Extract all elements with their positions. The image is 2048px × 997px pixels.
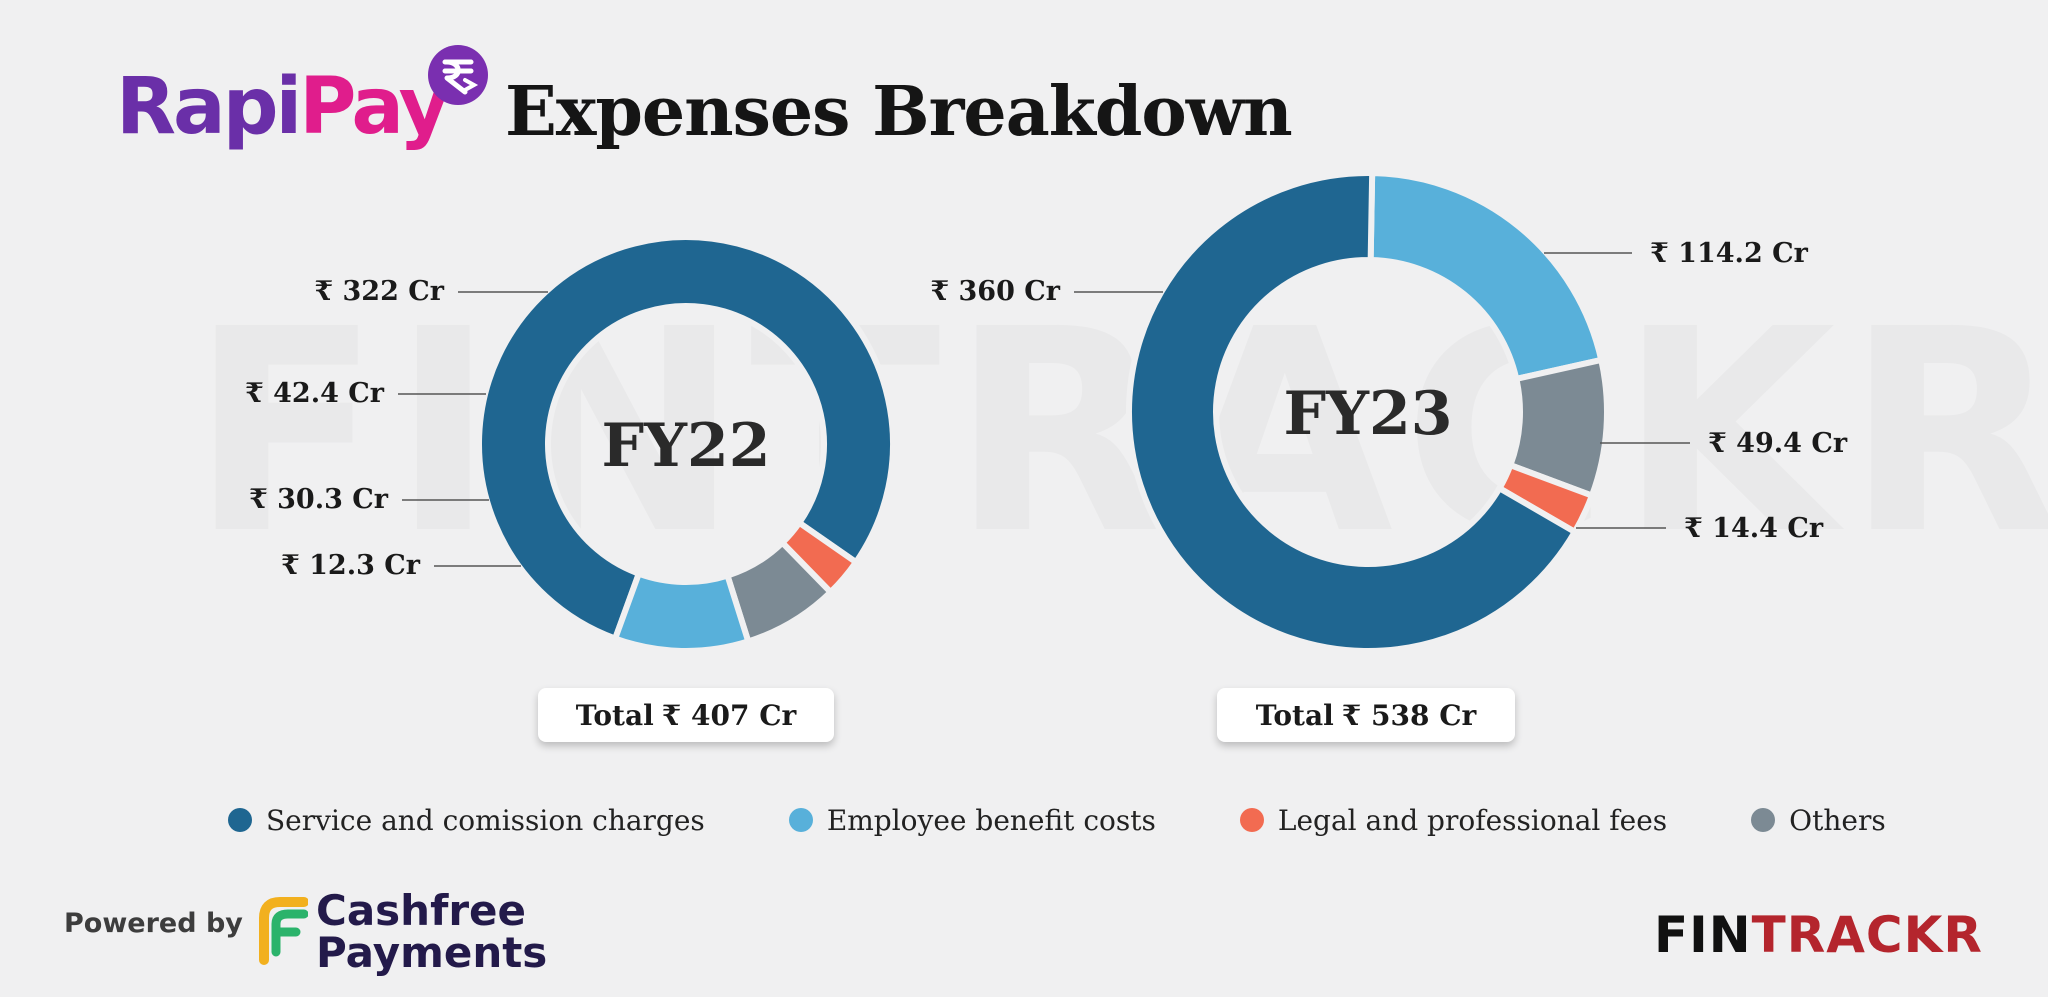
fy23-total-prefix: Total [1255,698,1334,732]
brand-pay: Pay [299,62,449,152]
legend-label-others: Others [1789,803,1886,837]
legend-dot-legal [1239,808,1264,832]
cashfree-line2: Payments [316,928,548,977]
fintrackr-logo: FINTRACKR [1654,906,1983,964]
fintrackr-part2: TRACKR [1751,906,1983,964]
legend-dot-service [228,808,252,832]
fy22-slice-service [476,234,896,643]
fy23-value-label-legal: ₹ 14.4 Cr [1684,513,1824,544]
fy23-total-value: ₹ 538 Cr [1341,698,1477,732]
fy22-center-label: FY22 [602,411,771,481]
rapipay-logo: RapiPay [116,62,449,152]
legend-item-employee: Employee benefit costs [788,803,1156,837]
fy22-total-prefix: Total [575,698,654,732]
fy22-slice-employee [611,569,753,654]
legend-item-others: Others [1751,804,1886,837]
fy22-total-box: Total ₹ 407 Cr [538,688,834,742]
brand-rapi: Rapi [116,62,302,152]
fy23-value-label-others: ₹ 49.4 Cr [1708,428,1848,459]
legend: Service and comission charges Employee b… [228,800,1886,840]
powered-by-label: Powered by [64,908,243,939]
fy23-value-label-service: ₹ 360 Cr [930,276,1060,307]
rupee-forward-icon [428,45,488,105]
fy23-slice-employee [1367,169,1605,383]
cashfree-logo-icon [259,897,308,965]
legend-label-service: Service and comission charges [266,803,705,837]
fy22-donut [476,234,896,654]
cashfree-line1: Cashfree [316,886,527,935]
fintrackr-part1: FIN [1654,906,1752,964]
header: RapiPay Expenses Breakdown [0,0,2048,170]
page-title: Expenses Breakdown [505,72,1293,152]
legend-label-employee: Employee benefit costs [826,803,1156,837]
legend-item-legal: Legal and professional fees [1239,803,1668,837]
legend-dot-employee [788,808,813,832]
legend-dot-others [1751,808,1776,832]
legend-label-legal: Legal and professional fees [1277,803,1668,837]
fy22-value-label-legal: ₹ 12.3 Cr [281,550,421,581]
fy22-total-value: ₹ 407 Cr [661,698,797,732]
fy23-total-box: Total ₹ 538 Cr [1217,688,1515,742]
legend-item-service: Service and comission charges [228,804,705,837]
fy22-value-label-employee: ₹ 42.4 Cr [245,378,385,409]
fy23-donut [1126,169,1610,654]
fy23-center-label: FY23 [1284,379,1453,449]
fy23-value-label-employee: ₹ 114.2 Cr [1650,238,1809,269]
fy22-value-label-service: ₹ 322 Cr [314,276,444,307]
fy22-value-label-others: ₹ 30.3 Cr [249,484,389,515]
fy23-slice-service [1126,170,1579,654]
